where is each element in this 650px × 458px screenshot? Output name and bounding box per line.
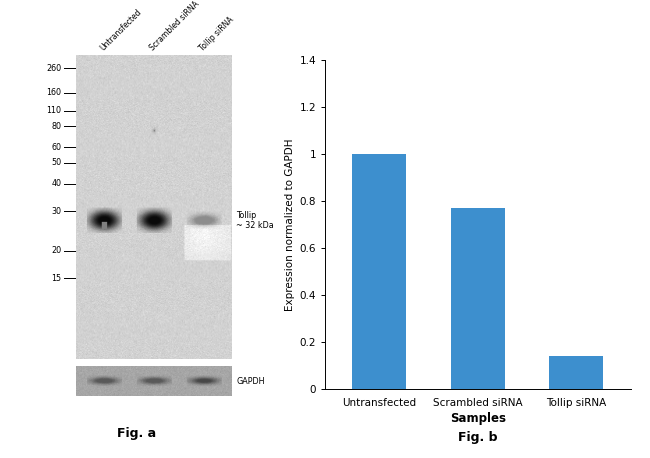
Bar xyxy=(549,356,603,389)
Bar xyxy=(450,208,505,389)
Text: 30: 30 xyxy=(51,207,61,216)
Text: 40: 40 xyxy=(51,180,61,188)
Text: Fig. a: Fig. a xyxy=(117,427,156,441)
Text: GAPDH: GAPDH xyxy=(236,376,265,386)
Text: 50: 50 xyxy=(51,158,61,167)
Text: 80: 80 xyxy=(51,122,61,131)
Bar xyxy=(352,154,406,389)
Text: Scrambled siRNA: Scrambled siRNA xyxy=(148,0,201,53)
X-axis label: Samples: Samples xyxy=(450,413,506,425)
Text: Tollip
~ 32 kDa: Tollip ~ 32 kDa xyxy=(236,211,274,230)
Text: Untransfected: Untransfected xyxy=(98,8,143,53)
Text: 15: 15 xyxy=(51,274,61,283)
Text: 110: 110 xyxy=(46,106,61,115)
Text: 20: 20 xyxy=(51,246,61,256)
Text: 260: 260 xyxy=(46,64,61,73)
Text: 60: 60 xyxy=(51,143,61,152)
Text: Tollip siRNA: Tollip siRNA xyxy=(198,15,235,53)
Y-axis label: Expression normalized to GAPDH: Expression normalized to GAPDH xyxy=(285,138,295,311)
Text: Fig. b: Fig. b xyxy=(458,431,497,444)
Text: 160: 160 xyxy=(46,88,61,97)
